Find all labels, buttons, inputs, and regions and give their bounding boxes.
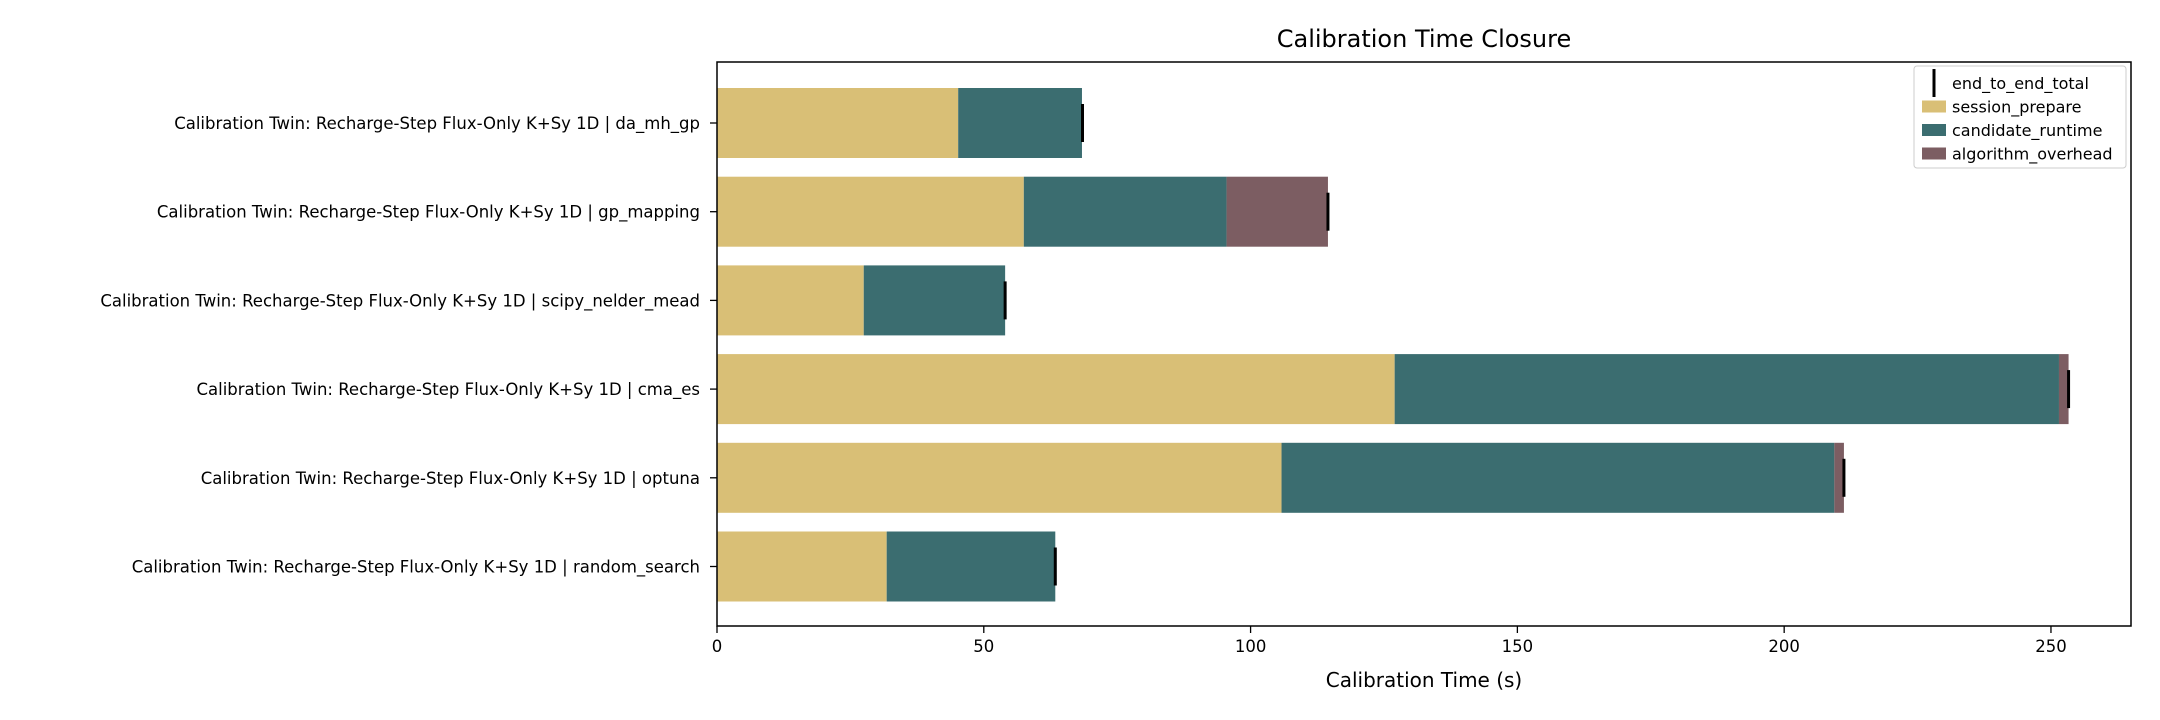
bar-algorithm-overhead-4 — [1834, 442, 1844, 513]
bar-algorithm-overhead-1 — [1226, 176, 1328, 247]
x-tick-label: 100 — [1235, 637, 1267, 656]
x-tick-label: 150 — [1502, 637, 1534, 656]
legend-swatch-algorithm-overhead — [1922, 147, 1946, 160]
legend-label-algorithm-overhead: algorithm_overhead — [1952, 145, 2113, 165]
legend-box — [1913, 65, 2127, 169]
legend-label-session-prepare: session_prepare — [1952, 98, 2081, 118]
bar-session-prepare-4 — [717, 442, 1282, 513]
legend-label-candidate-runtime: candidate_runtime — [1952, 121, 2102, 141]
bar-session-prepare-1 — [717, 176, 1024, 247]
x-tick-label: 50 — [973, 637, 994, 656]
x-tick-label: 250 — [2035, 637, 2067, 656]
bar-candidate-runtime-3 — [1394, 354, 2059, 425]
y-category-label: Calibration Twin: Recharge-Step Flux-Onl… — [157, 203, 700, 223]
bar-candidate-runtime-4 — [1281, 442, 1835, 513]
y-category-label: Calibration Twin: Recharge-Step Flux-Onl… — [197, 380, 701, 400]
bar-session-prepare-5 — [717, 531, 887, 602]
bar-session-prepare-0 — [717, 88, 959, 158]
legend-label-end-to-end-total: end_to_end_total — [1952, 74, 2089, 94]
x-axis-title: Calibration Time (s) — [1326, 668, 1523, 692]
bar-session-prepare-3 — [717, 354, 1395, 425]
x-tick-label: 0 — [712, 637, 723, 656]
bar-candidate-runtime-2 — [863, 265, 1006, 336]
bar-session-prepare-2 — [717, 265, 864, 336]
legend: end_to_end_total session_prepare candidate… — [1913, 65, 2127, 169]
y-category-label: Calibration Twin: Recharge-Step Flux-Onl… — [100, 291, 700, 311]
bar-algorithm-overhead-3 — [2058, 354, 2069, 425]
bar-candidate-runtime-5 — [886, 531, 1056, 602]
y-category-label: Calibration Twin: Recharge-Step Flux-Onl… — [174, 114, 700, 134]
x-tick-label: 200 — [1768, 637, 1800, 656]
legend-swatch-session-prepare — [1922, 100, 1946, 113]
bar-candidate-runtime-1 — [1023, 176, 1227, 247]
bar-candidate-runtime-0 — [958, 88, 1082, 158]
legend-swatch-candidate-runtime — [1922, 124, 1946, 136]
plot-area-frame — [716, 61, 2132, 627]
chart-title: Calibration Time Closure — [1277, 25, 1572, 53]
y-category-label: Calibration Twin: Recharge-Step Flux-Onl… — [132, 558, 700, 578]
y-category-label: Calibration Twin: Recharge-Step Flux-Onl… — [201, 469, 700, 488]
